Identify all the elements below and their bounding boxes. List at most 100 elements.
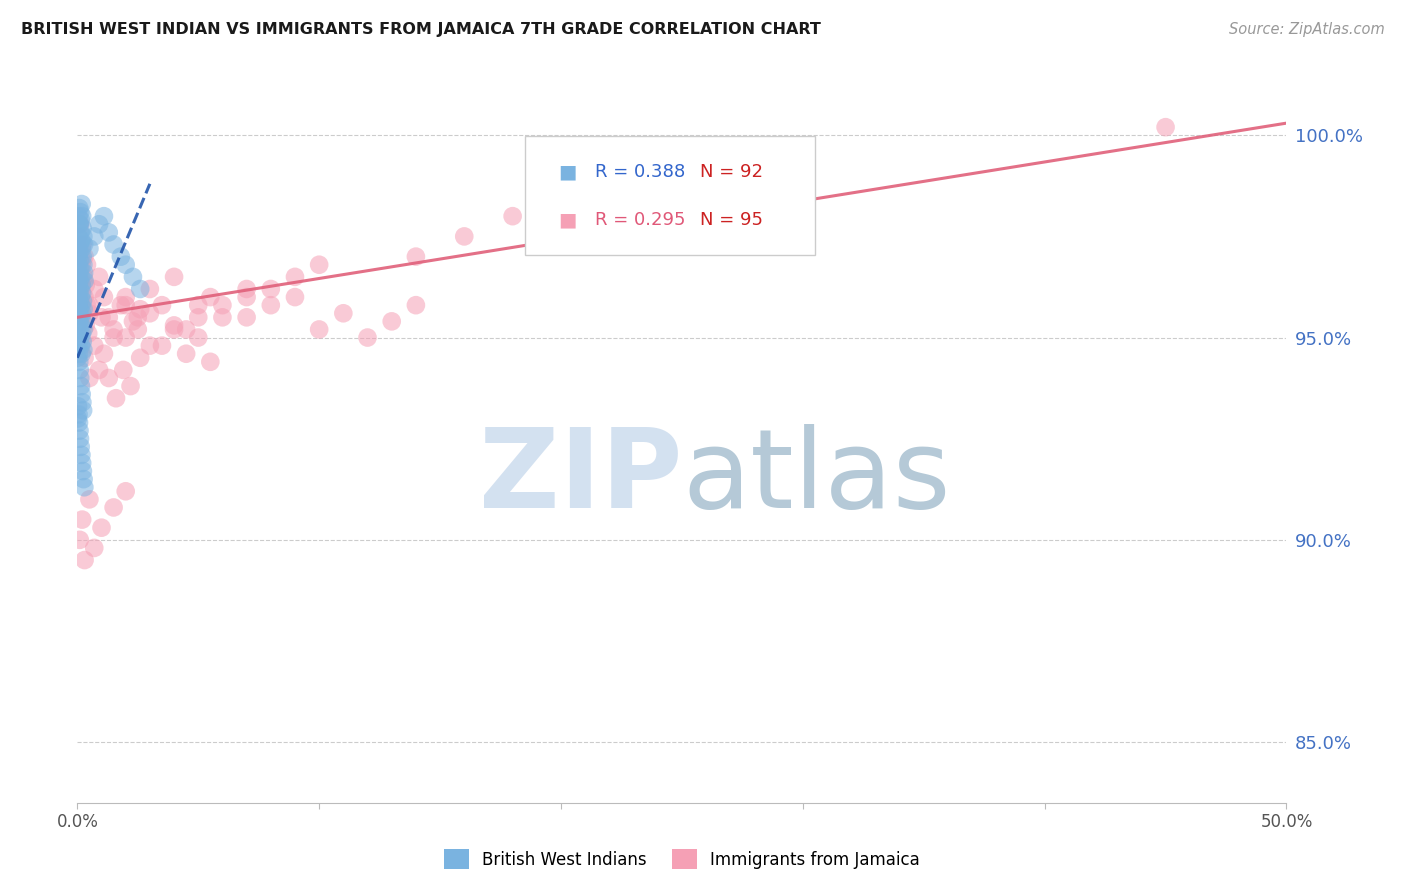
Point: [67, 250, 90, 264]
Point: [73, 266, 96, 280]
Text: atlas: atlas: [682, 424, 950, 531]
Point: [79, 492, 101, 507]
Point: [90, 310, 112, 325]
Point: [120, 379, 142, 393]
Point: [200, 355, 222, 369]
Point: [139, 306, 162, 320]
Point: [72, 322, 94, 336]
Point: [73, 351, 96, 365]
Point: [70, 197, 93, 211]
Point: [122, 314, 145, 328]
Point: [332, 306, 354, 320]
Point: [97, 310, 120, 325]
Point: [70, 277, 93, 292]
Point: [103, 322, 125, 336]
Point: [66, 310, 89, 325]
Point: [73, 274, 96, 288]
Point: [93, 290, 115, 304]
Point: [260, 282, 283, 296]
Point: [70, 306, 93, 320]
Point: [72, 472, 94, 486]
Point: [67, 266, 90, 280]
Point: [67, 237, 90, 252]
Point: [69, 432, 91, 446]
Point: [72, 237, 94, 252]
Point: [114, 298, 136, 312]
Point: [67, 229, 90, 244]
Point: [70, 286, 93, 301]
Point: [70, 277, 93, 292]
Point: [69, 290, 91, 304]
Point: [72, 294, 94, 309]
Point: [67, 355, 90, 369]
Point: [187, 298, 209, 312]
Text: BRITISH WEST INDIAN VS IMMIGRANTS FROM JAMAICA 7TH GRADE CORRELATION CHART: BRITISH WEST INDIAN VS IMMIGRANTS FROM J…: [21, 22, 821, 37]
Point: [87, 217, 110, 231]
Point: [69, 217, 91, 231]
Point: [67, 306, 90, 320]
Point: [73, 250, 96, 264]
Point: [69, 261, 91, 276]
Point: [69, 274, 91, 288]
Point: [129, 302, 152, 317]
Point: [79, 371, 101, 385]
Point: [150, 298, 173, 312]
Point: [235, 310, 257, 325]
Point: [103, 330, 125, 344]
Point: [70, 250, 93, 264]
Point: [103, 500, 125, 515]
Point: [72, 403, 94, 417]
Point: [69, 282, 91, 296]
Text: N = 92: N = 92: [700, 163, 763, 181]
Point: [70, 318, 93, 333]
Point: [72, 314, 94, 328]
Point: [70, 234, 93, 248]
Point: [76, 298, 98, 312]
Point: [260, 298, 283, 312]
Point: [211, 310, 233, 325]
Point: [72, 302, 94, 317]
Point: [75, 318, 97, 333]
Point: [75, 277, 97, 292]
Point: [67, 347, 90, 361]
Point: [93, 209, 115, 223]
Point: [67, 314, 90, 328]
Point: [67, 229, 90, 244]
Point: [79, 242, 101, 256]
Point: [70, 338, 93, 352]
Point: [70, 513, 93, 527]
Point: [72, 395, 94, 409]
Point: [70, 379, 93, 393]
Point: [67, 209, 90, 223]
Point: [87, 363, 110, 377]
Point: [150, 338, 173, 352]
Point: [122, 269, 145, 284]
Point: [69, 533, 91, 547]
Point: [69, 253, 91, 268]
Point: [174, 347, 197, 361]
Point: [308, 258, 330, 272]
Point: [308, 322, 330, 336]
Point: [90, 521, 112, 535]
Point: [72, 343, 94, 357]
Point: [72, 334, 94, 349]
Point: [70, 209, 93, 223]
Point: [70, 298, 93, 312]
Point: [77, 326, 100, 341]
Point: [66, 351, 89, 365]
Point: [69, 237, 91, 252]
Point: [93, 347, 115, 361]
Point: [70, 298, 93, 312]
Point: [72, 229, 94, 244]
Point: [67, 294, 90, 309]
Point: [114, 484, 136, 499]
Text: Source: ZipAtlas.com: Source: ZipAtlas.com: [1229, 22, 1385, 37]
Point: [97, 225, 120, 239]
Point: [72, 269, 94, 284]
Point: [110, 250, 132, 264]
Point: [284, 290, 307, 304]
Point: [73, 480, 96, 494]
Point: [69, 440, 91, 454]
Point: [69, 424, 91, 438]
Point: [67, 298, 90, 312]
